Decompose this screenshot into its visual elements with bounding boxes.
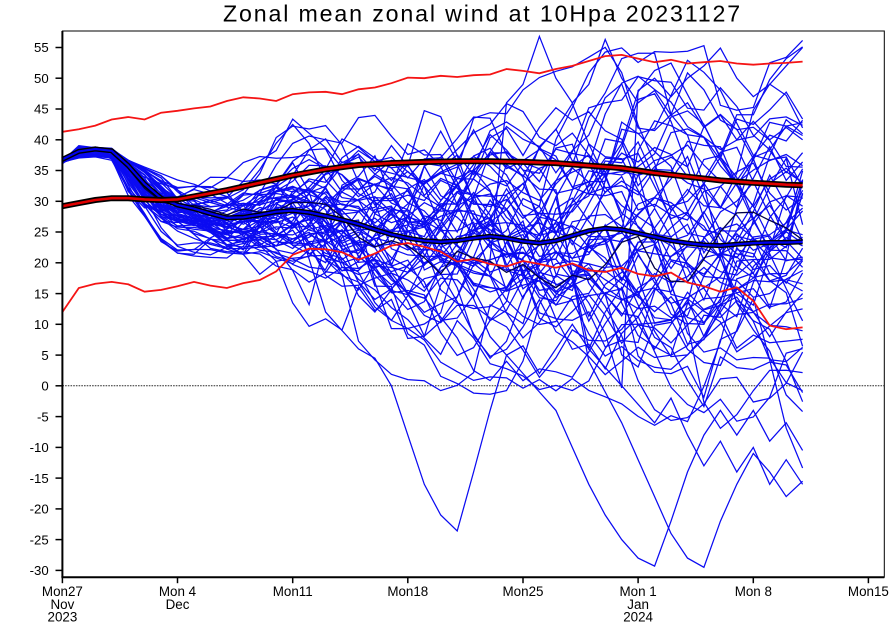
svg-text:-10: -10: [30, 440, 49, 455]
svg-text:30: 30: [34, 194, 49, 209]
svg-text:15: 15: [34, 286, 49, 301]
svg-text:25: 25: [34, 225, 49, 240]
svg-text:20: 20: [34, 256, 49, 271]
svg-text:Zonal mean zonal wind at 10Hpa: Zonal mean zonal wind at 10Hpa 20231127: [223, 0, 742, 26]
svg-text:Mon 8: Mon 8: [735, 584, 772, 599]
svg-text:45: 45: [34, 102, 49, 117]
svg-text:Mon15: Mon15: [848, 584, 889, 599]
svg-text:40: 40: [34, 133, 49, 148]
svg-text:Mon 1: Mon 1: [619, 584, 656, 599]
svg-text:50: 50: [34, 71, 49, 86]
svg-text:2023: 2023: [48, 610, 78, 625]
svg-text:Nov: Nov: [50, 597, 74, 612]
svg-text:Mon11: Mon11: [273, 584, 313, 599]
svg-text:-15: -15: [30, 471, 49, 486]
svg-text:5: 5: [41, 348, 48, 363]
svg-text:-25: -25: [30, 532, 49, 547]
svg-text:Mon27: Mon27: [42, 584, 83, 599]
svg-text:-20: -20: [30, 502, 49, 517]
svg-text:10: 10: [34, 317, 49, 332]
svg-text:0: 0: [41, 379, 48, 394]
svg-text:Mon25: Mon25: [503, 584, 544, 599]
svg-text:2024: 2024: [623, 610, 653, 625]
svg-text:Mon 4: Mon 4: [159, 584, 197, 599]
svg-text:Jan: Jan: [627, 597, 649, 612]
svg-text:-30: -30: [30, 563, 49, 578]
svg-text:Dec: Dec: [166, 597, 190, 612]
svg-text:Mon18: Mon18: [387, 584, 428, 599]
svg-text:35: 35: [34, 163, 49, 178]
svg-text:-5: -5: [37, 409, 49, 424]
svg-text:55: 55: [34, 40, 49, 55]
